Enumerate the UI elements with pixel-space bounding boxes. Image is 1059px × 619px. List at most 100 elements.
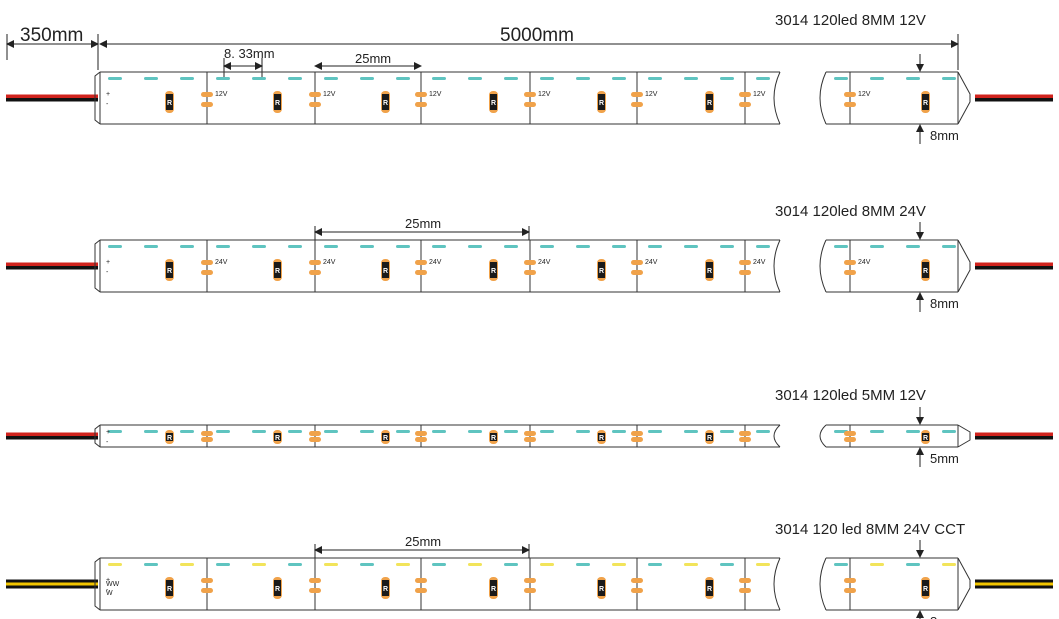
- strip-title: 3014 120 led 8MM 24V CCT: [775, 521, 965, 538]
- width-label: 8mm: [930, 128, 959, 143]
- solder-pad-plus: [415, 431, 427, 436]
- solder-pad-minus: [631, 270, 643, 275]
- wire-right: [975, 98, 1053, 102]
- strip-title: 3014 120led 8MM 24V: [775, 203, 926, 220]
- led-chip: [756, 563, 770, 566]
- led-chip: [180, 430, 194, 433]
- solder-pad-plus: [309, 92, 321, 97]
- minus-mark: -: [106, 439, 109, 446]
- solder-pad-plus: [309, 431, 321, 436]
- led-pitch-label: 8. 33mm: [224, 46, 275, 61]
- resistor-label: R: [275, 435, 280, 442]
- solder-pad-plus: [201, 431, 213, 436]
- voltage-mark: 12V: [858, 91, 871, 98]
- resistor: [922, 262, 929, 278]
- voltage-mark: 12V: [645, 91, 658, 98]
- solder-pad-minus: [415, 102, 427, 107]
- strip-body-left: [99, 71, 780, 125]
- resistor-label: R: [707, 435, 712, 442]
- solder-pad-plus: [201, 578, 213, 583]
- wire-left: [6, 579, 98, 583]
- width-label: 5mm: [930, 451, 959, 466]
- solder-pad-plus: [631, 431, 643, 436]
- resistor: [274, 433, 281, 441]
- resistor-label: R: [599, 435, 604, 442]
- strip-body-left: [99, 239, 780, 293]
- wire-right: [975, 579, 1053, 583]
- plus-mark: +: [106, 429, 110, 436]
- end-cap-left: [94, 424, 101, 448]
- led-chip: [720, 245, 734, 248]
- voltage-mark: 24V: [538, 259, 551, 266]
- led-chip: [324, 563, 338, 566]
- solder-pad-plus: [844, 260, 856, 265]
- led-chip: [396, 563, 410, 566]
- led-chip: [252, 563, 266, 566]
- led-chip: [612, 430, 626, 433]
- led-chip: [942, 563, 956, 566]
- led-chip: [432, 430, 446, 433]
- solder-pad-plus: [739, 92, 751, 97]
- resistor: [382, 433, 389, 441]
- strips-layer: 3014 120led 8MM 12V R R R R R R R 12V 12V 12V 12V 12…: [6, 12, 1053, 619]
- strip-body-right: [826, 71, 959, 125]
- solder-pad-minus: [524, 102, 536, 107]
- resistor-label: R: [707, 586, 712, 593]
- resistor-label: R: [599, 586, 604, 593]
- resistor: [490, 262, 497, 278]
- led-chip: [252, 430, 266, 433]
- led-chip: [252, 245, 266, 248]
- solder-pad-minus: [415, 588, 427, 593]
- strip-break-right: [819, 239, 827, 293]
- resistor-label: R: [383, 586, 388, 593]
- led-chip: [288, 563, 302, 566]
- led-chip: [648, 430, 662, 433]
- wire-left: [6, 262, 98, 266]
- resistor-label: R: [707, 100, 712, 107]
- led-chip: [834, 563, 848, 566]
- led-chip: [612, 563, 626, 566]
- wire-right: [975, 94, 1053, 98]
- resistor: [598, 433, 605, 441]
- resistor: [598, 580, 605, 596]
- resistor-label: R: [275, 268, 280, 275]
- resistor: [382, 94, 389, 110]
- minus-mark: -: [106, 101, 109, 108]
- led-chip: [684, 430, 698, 433]
- resistor: [382, 580, 389, 596]
- solder-pad-minus: [631, 588, 643, 593]
- led-chip: [432, 245, 446, 248]
- strip-body-right: [826, 557, 959, 611]
- strip-break-right: [819, 557, 827, 611]
- led-chip: [216, 245, 230, 248]
- wire-right: [975, 582, 1053, 586]
- resistor-label: R: [383, 268, 388, 275]
- solder-pad-minus: [415, 437, 427, 442]
- strip-length-label: 5000mm: [500, 25, 574, 46]
- end-cap-right: [957, 557, 971, 611]
- led-chip: [720, 77, 734, 80]
- solder-pad-minus: [631, 437, 643, 442]
- resistor-label: R: [599, 100, 604, 107]
- led-chip: [576, 430, 590, 433]
- led-chip: [324, 77, 338, 80]
- solder-pad-minus: [739, 270, 751, 275]
- strip-2: 3014 120led 8MM 24V R R R R R R R 24V 24V 24V 24V 24…: [6, 203, 1053, 312]
- led-chip: [180, 77, 194, 80]
- led-chip: [540, 245, 554, 248]
- resistor: [166, 94, 173, 110]
- wire-right: [975, 432, 1053, 436]
- strip-title: 3014 120led 8MM 12V: [775, 12, 926, 29]
- wire-left: [6, 436, 98, 440]
- led-chip: [720, 563, 734, 566]
- voltage-mark: 24V: [645, 259, 658, 266]
- led-chip: [288, 77, 302, 80]
- resistor: [490, 580, 497, 596]
- led-chip: [468, 563, 482, 566]
- led-chip: [576, 77, 590, 80]
- led-chip: [504, 245, 518, 248]
- solder-pad-plus: [739, 578, 751, 583]
- resistor: [706, 580, 713, 596]
- wire-left: [6, 585, 98, 589]
- strip-body-left: [99, 557, 780, 611]
